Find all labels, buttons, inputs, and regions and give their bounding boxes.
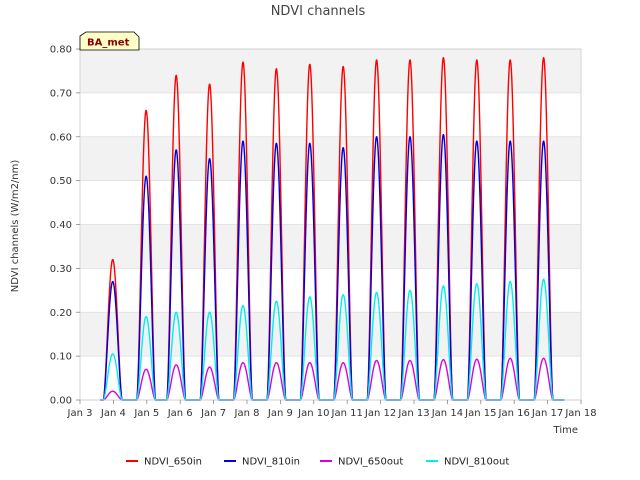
- x-tick-label: Jan 10: [297, 408, 329, 419]
- plot-band: [80, 92, 581, 137]
- station-badge-label: BA_met: [87, 38, 130, 49]
- x-tick-label: Jan 5: [133, 408, 159, 419]
- y-tick-label: 0.40: [50, 220, 72, 231]
- x-tick-label: Jan 6: [167, 408, 193, 419]
- plot-band: [80, 312, 581, 357]
- plot-band: [80, 356, 581, 400]
- chart-title: NDVI channels: [271, 4, 366, 19]
- y-tick-label: 0.80: [50, 45, 72, 56]
- plot-band: [80, 268, 581, 313]
- legend-label-NDVI_810in: NDVI_810in: [242, 457, 300, 468]
- y-tick-label: 0.00: [50, 396, 72, 407]
- x-tick-label: Jan 14: [431, 408, 463, 419]
- y-tick-label: 0.20: [50, 308, 72, 319]
- x-tick-label: Jan 4: [100, 408, 126, 419]
- y-tick-label: 0.70: [50, 88, 72, 99]
- plot-band: [80, 180, 581, 225]
- x-tick-label: Jan 16: [498, 408, 530, 419]
- x-tick-label: Jan 13: [397, 408, 429, 419]
- legend: NDVI_650in NDVI_810in NDVI_650out NDVI_810o…: [126, 457, 509, 468]
- x-tick-label: Jan 11: [331, 408, 363, 419]
- x-tick-label: Jan 17: [531, 408, 563, 419]
- station-badge: BA_met: [79, 31, 140, 51]
- legend-label-NDVI_810out: NDVI_810out: [444, 457, 509, 468]
- plot-band: [80, 136, 581, 181]
- y-tick-label: 0.10: [50, 352, 72, 363]
- x-tick-label: Jan 9: [267, 408, 293, 419]
- y-axis-label: NDVI channels (W/m2/nm): [10, 160, 21, 293]
- x-axis-label: Time: [553, 425, 578, 436]
- y-tick-label: 0.30: [50, 264, 72, 275]
- x-tick-label: Jan 3: [67, 408, 93, 419]
- legend-label-NDVI_650out: NDVI_650out: [338, 457, 403, 468]
- y-axis: 0.00 0.10 0.20 0.30 0.40 0.50 0.60 0.70 0.80: [50, 45, 80, 407]
- station-badge-shape: [79, 31, 140, 51]
- legend-label-NDVI_650in: NDVI_650in: [144, 457, 202, 468]
- x-tick-label: Jan 15: [464, 408, 496, 419]
- x-tick-label: Jan 18: [564, 408, 596, 419]
- plot-band: [80, 49, 581, 93]
- plot-bands: [80, 49, 581, 400]
- x-tick-label: Jan 12: [364, 408, 396, 419]
- x-tick-label: Jan 8: [234, 408, 260, 419]
- y-tick-label: 0.60: [50, 132, 72, 143]
- x-tick-label: Jan 7: [200, 408, 226, 419]
- y-tick-label: 0.50: [50, 176, 72, 187]
- x-axis: Jan 3 Jan 4 Jan 5 Jan 6 Jan 7 Jan 8 Jan 9 Jan 1…: [67, 400, 597, 419]
- plot-band: [80, 224, 581, 269]
